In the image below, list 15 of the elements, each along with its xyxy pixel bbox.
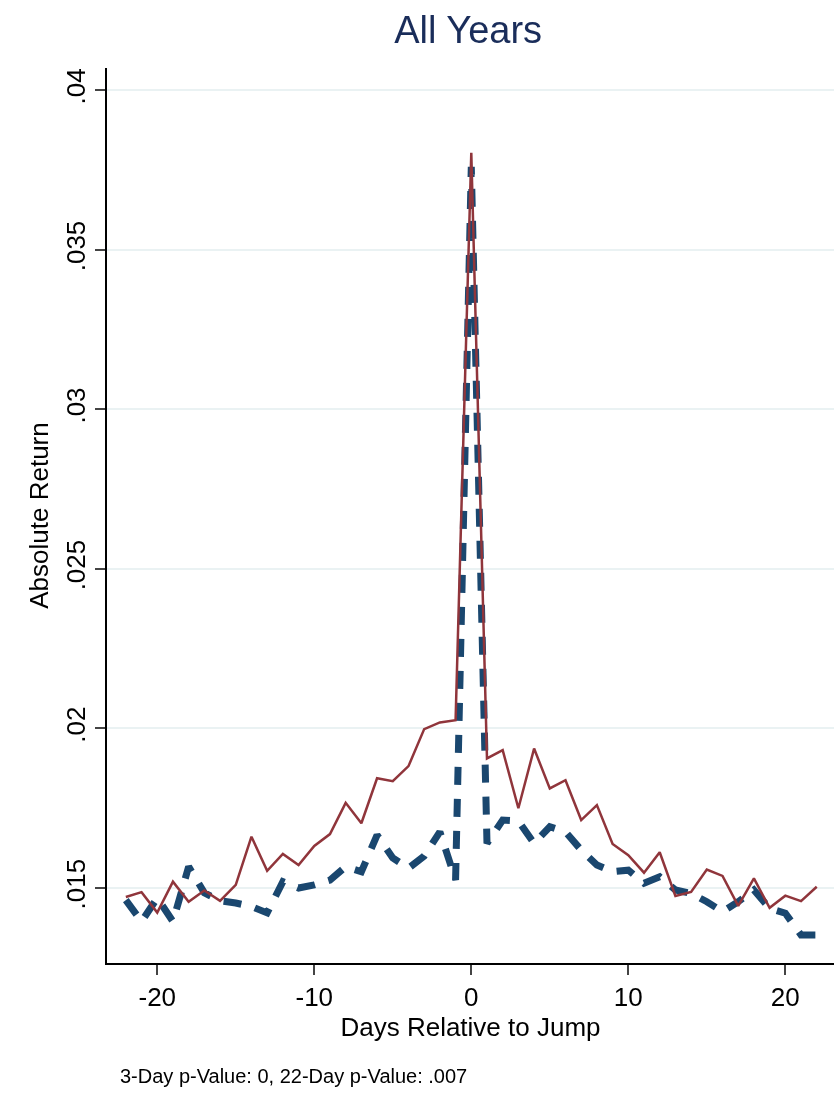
y-tick-label: .025 <box>60 539 91 591</box>
text: 3-Day p-Value: 0, 22-Day p-Value: .007 <box>120 1065 468 1087</box>
x-tick-label: 20 <box>770 982 800 1013</box>
y-axis-title: Absolute Return <box>24 422 55 609</box>
x-tick-label: -10 <box>295 982 334 1013</box>
x-tick-label: -20 <box>138 982 177 1013</box>
y-tick-label: .015 <box>60 858 91 910</box>
x-tick-label: 10 <box>613 982 643 1013</box>
x-tick-label: 0 <box>464 982 479 1013</box>
y-tick-label: .035 <box>60 220 91 272</box>
chart-title: All Years <box>394 9 543 52</box>
y-tick-label: .04 <box>60 68 91 105</box>
x-axis-title: Days Relative to Jump <box>340 1012 601 1043</box>
y-tick-label: .02 <box>60 706 91 743</box>
y-tick-label: .03 <box>60 387 91 424</box>
